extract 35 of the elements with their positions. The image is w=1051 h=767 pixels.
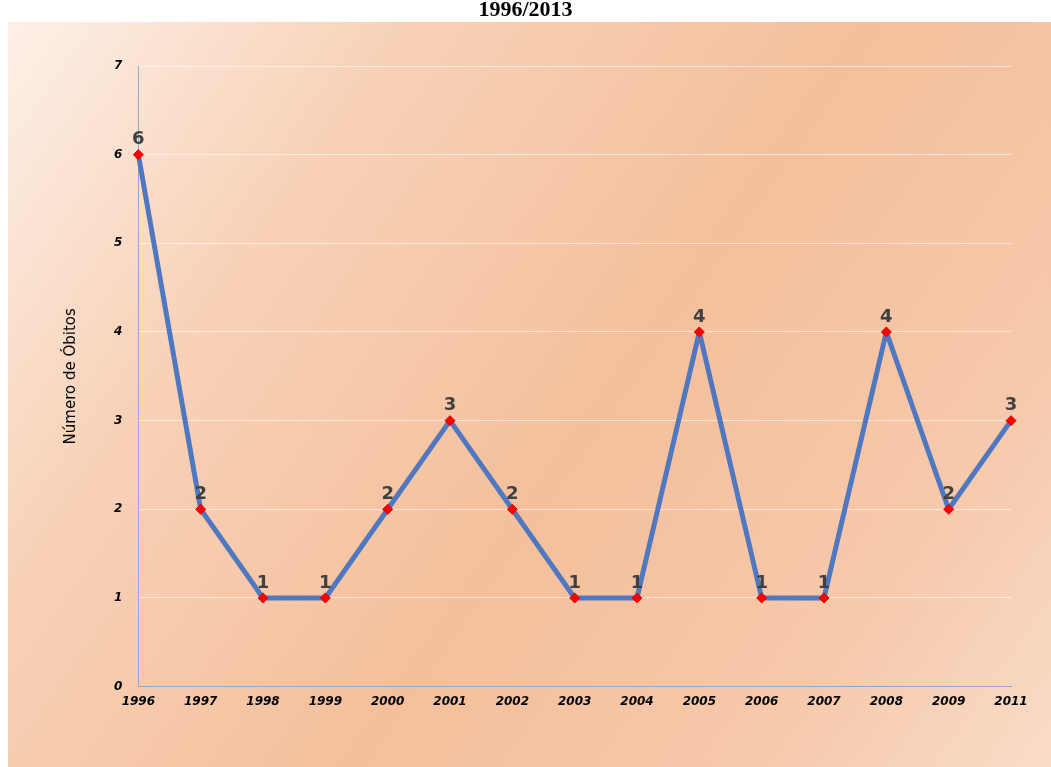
y-tick-label: 0 bbox=[113, 678, 123, 693]
y-tick-label: 7 bbox=[113, 58, 123, 73]
x-tick-label: 2002 bbox=[495, 693, 530, 708]
y-tick-label: 6 bbox=[113, 146, 123, 161]
y-tick-label: 1 bbox=[113, 590, 123, 605]
x-tick-label: 1997 bbox=[183, 693, 219, 708]
data-label: 2 bbox=[381, 481, 394, 503]
y-tick-label: 3 bbox=[113, 412, 123, 427]
x-tick-label: 2008 bbox=[869, 693, 904, 708]
data-label: 1 bbox=[256, 570, 270, 592]
x-tick-label: 2006 bbox=[744, 693, 779, 708]
x-tick-label: 2001 bbox=[433, 693, 467, 708]
data-label: 3 bbox=[443, 393, 457, 415]
y-tick-label: 4 bbox=[112, 324, 123, 339]
x-tick-label: 2007 bbox=[807, 693, 842, 708]
y-tick-label: 2 bbox=[113, 501, 123, 516]
x-tick-label: 2011 bbox=[994, 693, 1028, 708]
data-label: 1 bbox=[319, 570, 332, 592]
y-tick-label: 5 bbox=[113, 235, 123, 250]
data-label: 3 bbox=[1004, 393, 1018, 415]
data-label: 4 bbox=[880, 304, 893, 326]
x-tick-label: 2003 bbox=[557, 693, 592, 708]
x-tick-label: 1996 bbox=[121, 693, 156, 708]
data-label: 1 bbox=[568, 570, 581, 592]
x-tick-label: 2004 bbox=[620, 693, 654, 708]
data-label: 2 bbox=[942, 481, 955, 503]
x-tick-label: 2009 bbox=[931, 693, 966, 708]
x-tick-label: 2000 bbox=[370, 693, 405, 708]
x-tick-label: 1998 bbox=[246, 693, 280, 708]
data-label: 4 bbox=[693, 304, 706, 326]
data-label: 2 bbox=[506, 481, 519, 503]
x-tick-label: 2005 bbox=[682, 693, 717, 708]
y-axis-title: Número de Óbitos bbox=[59, 308, 79, 445]
chart-title: 1996/2013 bbox=[477, 0, 574, 21]
x-tick-label: 1999 bbox=[308, 693, 343, 708]
